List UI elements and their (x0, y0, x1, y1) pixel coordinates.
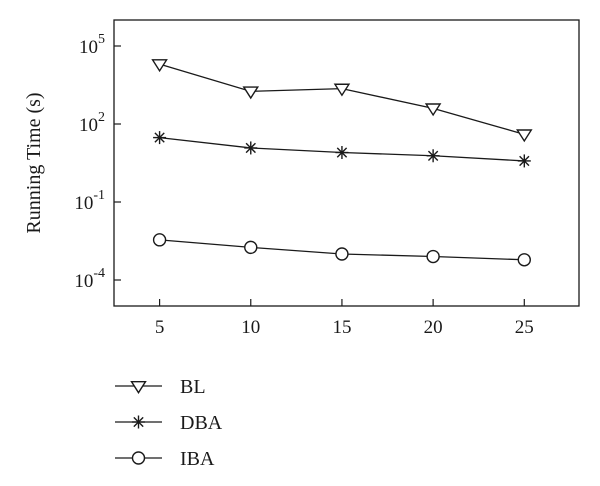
y-tick-exponent: 2 (98, 110, 105, 125)
data-point (517, 253, 531, 267)
data-point (424, 103, 442, 117)
x-axis-ticks: 5 10 15 20 25 (155, 299, 534, 338)
legend: BL DBA IBA (115, 376, 223, 470)
data-point (152, 233, 167, 247)
y-tick-label: 10-1 (74, 188, 105, 214)
legend-item: BL (115, 376, 206, 398)
y-tick-base: 10 (74, 271, 93, 292)
legend-marker (131, 451, 146, 465)
data-point (426, 149, 440, 163)
x-tick-label: 10 (241, 317, 260, 338)
y-tick-exponent: -1 (93, 188, 105, 203)
series-line (159, 63, 525, 135)
y-tick-base: 10 (74, 193, 93, 214)
y-tick-label: 105 (79, 32, 105, 58)
y-axis-title: Running Time (s) (23, 92, 45, 233)
data-point (242, 86, 260, 100)
legend-marker (132, 415, 145, 429)
data-point (517, 154, 531, 168)
series-dba (153, 131, 531, 168)
y-tick-label: 102 (79, 110, 105, 136)
data-point (151, 59, 168, 73)
y-tick-exponent: 5 (98, 32, 105, 47)
legend-label: DBA (180, 412, 223, 434)
data-point (153, 131, 167, 145)
data-point (244, 141, 258, 155)
data-point (335, 146, 349, 160)
plot-frame (113, 19, 580, 307)
y-tick-exponent: -4 (93, 266, 105, 281)
series-group (151, 59, 533, 267)
legend-item: DBA (115, 412, 223, 434)
data-point (426, 249, 440, 264)
y-tick-base: 10 (79, 37, 98, 58)
legend-marker (130, 380, 147, 394)
y-tick-base: 10 (79, 115, 98, 136)
x-tick-label: 25 (515, 317, 534, 338)
legend-item: IBA (115, 448, 215, 470)
legend-label: IBA (180, 448, 215, 470)
y-tick-label: 10-4 (74, 266, 105, 292)
x-tick-label: 20 (424, 317, 443, 338)
x-tick-label: 15 (332, 317, 351, 338)
series-bl (151, 59, 533, 143)
data-point (335, 247, 349, 261)
data-point (244, 240, 258, 255)
data-point (516, 129, 533, 143)
legend-label: BL (180, 376, 206, 398)
series-iba (152, 233, 531, 267)
data-point (333, 83, 351, 97)
x-tick-label: 5 (155, 317, 165, 338)
